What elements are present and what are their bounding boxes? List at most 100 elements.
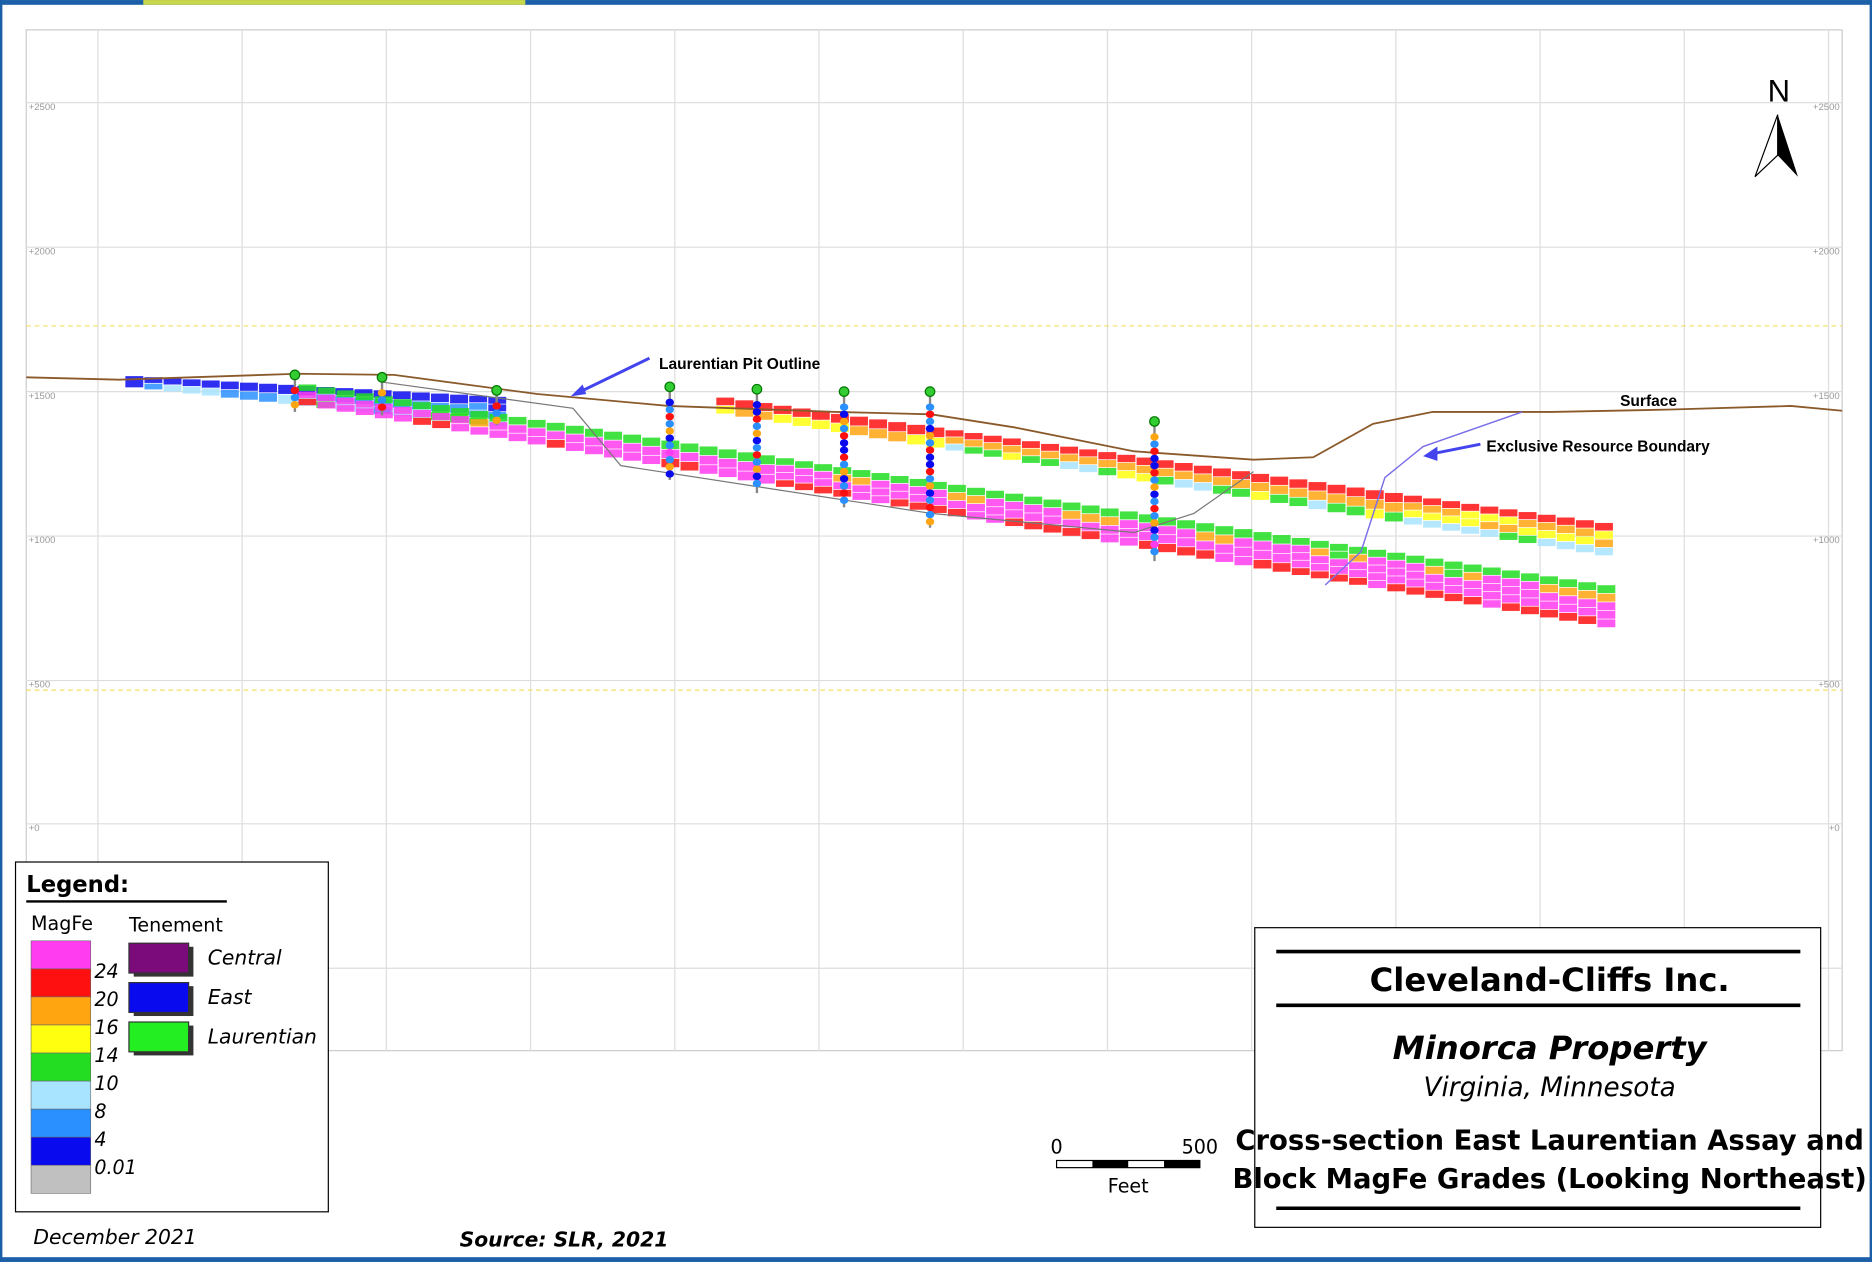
block [1308, 500, 1327, 510]
assay [665, 441, 674, 449]
block [871, 473, 890, 481]
block [1423, 520, 1442, 528]
block [1559, 579, 1578, 588]
block-model [125, 376, 1616, 628]
block [1501, 578, 1520, 587]
block [1212, 468, 1231, 477]
block [1595, 522, 1613, 531]
block [1251, 491, 1270, 500]
assay [925, 482, 935, 490]
legend-label: Central [208, 946, 282, 970]
block [1559, 604, 1578, 613]
block [1193, 474, 1212, 483]
block [1062, 528, 1081, 536]
block [1291, 545, 1310, 553]
block [1119, 511, 1138, 520]
assay [1150, 505, 1159, 513]
assay [839, 417, 849, 426]
block [737, 452, 756, 462]
block [1499, 524, 1518, 533]
block [1521, 598, 1539, 606]
legend-swatch [30, 1080, 92, 1110]
block [430, 393, 449, 403]
block [1518, 535, 1537, 544]
block [811, 420, 830, 430]
block [1005, 501, 1024, 510]
block [871, 480, 890, 488]
block [814, 471, 833, 479]
block [239, 382, 258, 391]
block [754, 411, 773, 420]
legend-swatch [30, 1164, 92, 1194]
block [1404, 510, 1422, 518]
block [1215, 526, 1234, 535]
scale-bar [1092, 1160, 1129, 1168]
assay [752, 422, 762, 430]
block [278, 384, 297, 394]
scale-unit: Feet [1108, 1175, 1149, 1198]
assay [925, 403, 935, 411]
block [680, 443, 699, 453]
block [1177, 538, 1196, 547]
assay [925, 496, 935, 504]
block [1384, 492, 1403, 502]
assay [1150, 462, 1159, 470]
block [1272, 535, 1291, 544]
block [1177, 529, 1196, 538]
block [1575, 520, 1594, 528]
block [1575, 536, 1594, 545]
subtitle: Block MagFe Grades (Looking Northeast) [1232, 1164, 1866, 1195]
block [1232, 488, 1250, 497]
collar [751, 383, 763, 395]
block [393, 399, 412, 407]
block [1406, 555, 1425, 563]
block [890, 491, 909, 499]
block [411, 392, 430, 401]
block [869, 429, 888, 439]
block [1463, 580, 1482, 589]
assay [925, 439, 935, 447]
block [1253, 541, 1272, 550]
block [1442, 501, 1461, 509]
block [1365, 509, 1384, 519]
assay [492, 416, 501, 424]
plot-frame [25, 29, 1843, 1052]
block [1062, 502, 1081, 511]
block [1234, 538, 1253, 547]
block [1406, 563, 1425, 571]
assay [839, 468, 849, 476]
block [890, 499, 909, 507]
assay [1150, 490, 1159, 498]
block [565, 443, 584, 451]
block [888, 422, 907, 432]
block [986, 498, 1005, 507]
scale-label: 0 [1051, 1135, 1063, 1158]
block [1253, 559, 1272, 569]
block [1442, 523, 1461, 531]
block [393, 414, 412, 422]
assay [752, 436, 762, 445]
block [1425, 566, 1444, 574]
block [182, 386, 201, 394]
block [1024, 513, 1043, 521]
block [1556, 517, 1575, 525]
block [1463, 596, 1482, 605]
block [623, 434, 642, 443]
block [1327, 494, 1346, 503]
assay [839, 425, 849, 433]
block [1098, 460, 1117, 468]
block [259, 393, 277, 402]
block [1310, 540, 1329, 548]
block [182, 379, 201, 387]
block [1480, 514, 1499, 522]
collar [289, 369, 301, 381]
assay [839, 475, 849, 483]
block [1270, 476, 1289, 485]
block [1349, 577, 1367, 585]
block [1041, 443, 1059, 451]
legend-swatch [128, 942, 190, 974]
block [1559, 613, 1578, 621]
legend-swatch [128, 1021, 190, 1053]
block [1119, 520, 1138, 529]
legend-break: 4 [94, 1128, 106, 1151]
